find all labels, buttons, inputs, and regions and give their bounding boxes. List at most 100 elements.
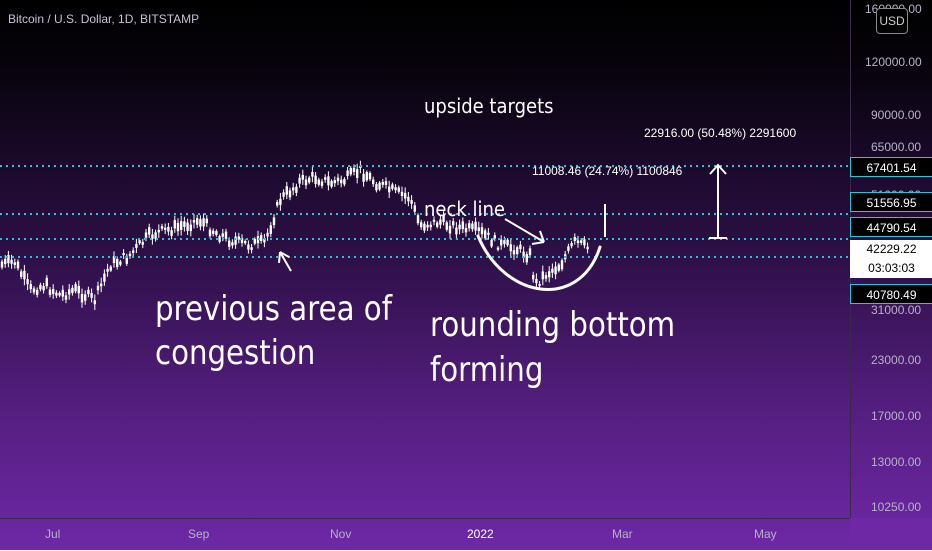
candle-body [471,223,474,230]
candle-body [356,169,359,178]
candle-body [464,227,468,233]
candle-body [23,270,26,280]
candle-body [186,222,189,232]
candle-body [324,177,327,180]
candle-body [506,239,509,246]
rounding-bottom-curve[interactable] [476,234,602,291]
candle-body [420,222,423,228]
candle-body [29,284,32,290]
candle-body [141,242,144,245]
bar-countdown: 03:03:03 [850,259,932,278]
candle-body [490,239,493,247]
time-axis[interactable]: Jul Sep Nov 2022 Mar May [0,518,850,551]
congestion-arrow[interactable] [278,251,292,272]
neck-line-arrow[interactable] [504,218,545,245]
candle-body [96,285,100,291]
candle-body [112,256,116,264]
candle-body [308,177,311,183]
candle-body [176,222,180,232]
candle-body [196,218,199,225]
candle-body [42,285,45,291]
candlestick-series [0,160,589,311]
candle-body [512,250,516,255]
candle-body [432,219,436,222]
candle-body [0,261,4,268]
candle-body [132,250,135,253]
candle-body [388,186,391,193]
price-tag-level-3: 44790.54 [850,217,932,237]
candle-body [212,230,215,234]
candle-body [487,232,490,235]
currency-button[interactable]: USD [876,8,908,34]
candle-body [455,227,458,235]
price-axis[interactable]: 160000.00 120000.00 90000.00 65000.00 51… [850,0,932,518]
candle-body [250,247,253,251]
candle-body [215,230,218,236]
candle-body [68,289,71,295]
time-axis-tick: Sep [188,527,210,541]
candle-body [340,179,343,184]
price-tag-level-4: 40780.49 [850,284,932,304]
candle-body [375,184,378,191]
candle-body [58,292,61,296]
candle-body [116,258,119,268]
candle-body [87,289,90,295]
neck-line-label: neck line [424,197,506,221]
candle-body [343,179,346,185]
candle-body [477,227,480,232]
candle-body [244,241,247,244]
candle-body [458,224,461,230]
price-axis-tick: 13000.00 [871,455,922,469]
candle-body [551,268,554,273]
candle-body [253,238,256,244]
candle-body [576,240,580,244]
candle-body [586,246,589,250]
candle-body [128,253,132,257]
candle-body [272,217,276,226]
candle-body [413,205,416,212]
price-axis-tick: 90000.00 [871,108,922,122]
candle-body [381,181,384,185]
candle-body [218,236,221,242]
candle-body [445,222,448,230]
candle-body [109,266,112,271]
target-measure-arrow[interactable] [709,163,727,239]
candle-body [346,170,349,176]
candle-body [320,181,324,186]
short-measure-label: 11008.46 (24.74%) 1100846 [532,164,683,178]
rounding-bottom-label-line2: forming [430,350,544,390]
candle-body [208,229,212,237]
candle-body [119,261,122,265]
candle-body [317,179,320,185]
candle-body [263,238,266,243]
candle-body [64,295,68,300]
candle-body [480,227,484,235]
candle-body [493,235,496,239]
price-tag-level-1: 67401.54 [850,157,932,177]
candle-body [77,285,80,294]
candle-body [7,255,10,264]
candle-body [279,198,282,205]
price-axis-tick: 10250.00 [871,500,922,514]
candle-body [535,279,538,284]
candle-body [397,187,400,192]
candle-body [260,235,263,241]
candle-body [45,277,48,287]
upside-targets-label: upside targets [424,94,554,118]
candle-body [538,283,541,286]
candle-body [39,284,42,290]
candle-body [282,192,285,197]
candle-body [192,220,196,223]
candle-body [164,227,167,230]
candle-body [330,180,333,187]
candle-body [580,240,583,243]
candle-body [167,226,170,232]
candle-body [516,247,519,255]
candle-body [557,264,560,271]
candle-body [234,236,237,245]
candle-body [36,289,39,296]
candle-body [304,179,308,186]
plot-area[interactable]: Bitcoin / U.S. Dollar, 1D, BITSTAMP upsi… [0,0,850,518]
price-plot[interactable] [0,0,850,518]
